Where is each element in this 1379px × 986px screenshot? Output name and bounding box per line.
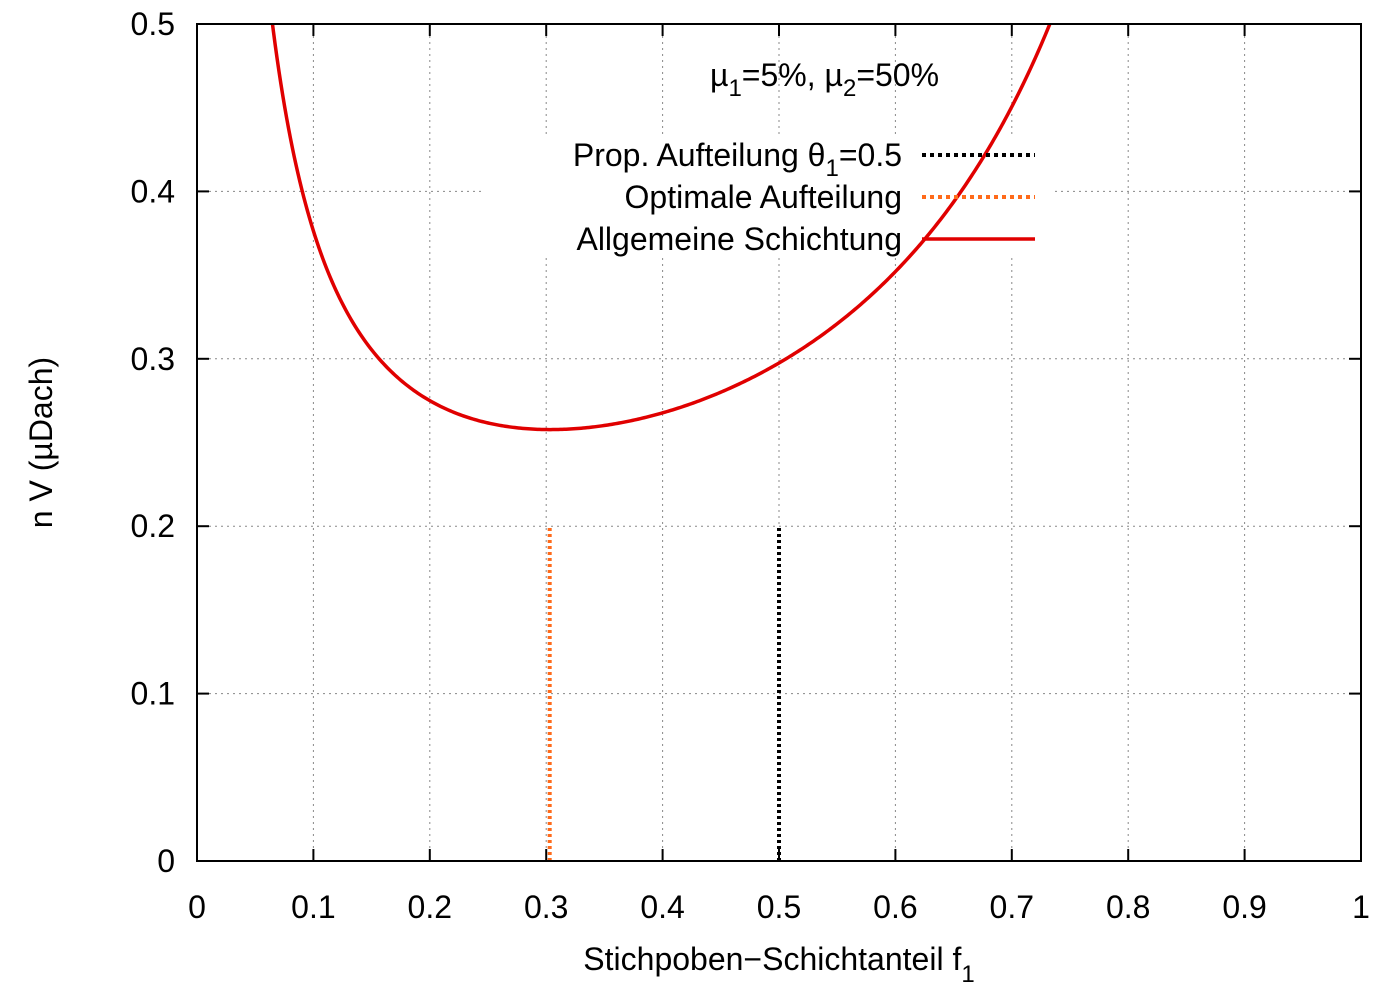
y-axis-label: n V (µDach) [23,357,59,528]
y-tick-label: 0.3 [131,341,175,377]
y-tick-label: 0 [157,843,175,879]
y-tick-label: 0.2 [131,508,175,544]
x-tick-label: 0.8 [1106,889,1150,925]
x-tick-label: 1 [1352,889,1370,925]
legend-text-general: Allgemeine Schichtung [576,221,902,257]
annotation-mu1: µ [710,57,728,93]
plot-area [270,24,1052,861]
legend-text-proportional-sub: 1 [825,155,838,182]
legend-text-optimal: Optimale Aufteilung [625,179,903,215]
axis-ticks [196,23,1362,862]
x-axis-label-main: Stichpoben−Schichtanteil f [583,941,961,977]
legend: Prop. Aufteilung θ1=0.5 Optimale Aufteil… [573,137,1035,257]
annotation-end: =50% [856,57,939,93]
legend-text-proportional-end: =0.5 [839,137,902,173]
x-tick-label: 0.3 [524,889,568,925]
x-tick-label: 0.5 [757,889,801,925]
x-tick-label: 0.6 [873,889,917,925]
x-axis-label: Stichpoben−Schichtanteil f1 [583,941,974,986]
y-tick-label: 0.4 [131,173,175,209]
series-line-general [270,24,1052,432]
y-tick-label: 0.5 [131,6,175,42]
annotation-sub1: 1 [728,75,741,102]
annotation-mu2: µ [825,57,843,93]
legend-text-proportional-main: Prop. Aufteilung θ [573,137,826,173]
annotation-mid: =5%, [742,57,825,93]
y-tick-label: 0.1 [131,676,175,712]
x-axis-label-sub: 1 [961,961,974,986]
x-tick-label: 0 [188,889,206,925]
x-tick-label: 0.1 [291,889,335,925]
legend-text-proportional: Prop. Aufteilung θ1=0.5 [573,137,902,182]
x-tick-label: 0.9 [1222,889,1266,925]
annotation-sub2: 2 [843,75,856,102]
parameter-annotation: µ1=5%, µ2=50% [710,57,939,102]
x-tick-label: 0.7 [990,889,1034,925]
x-tick-label: 0.2 [408,889,452,925]
tick-labels: 0 0.1 0.2 0.3 0.4 0.5 0.6 0.7 0.8 0.9 1 0 0.1 0.2 0.3 0… [131,6,1370,925]
x-tick-label: 0.4 [640,889,684,925]
